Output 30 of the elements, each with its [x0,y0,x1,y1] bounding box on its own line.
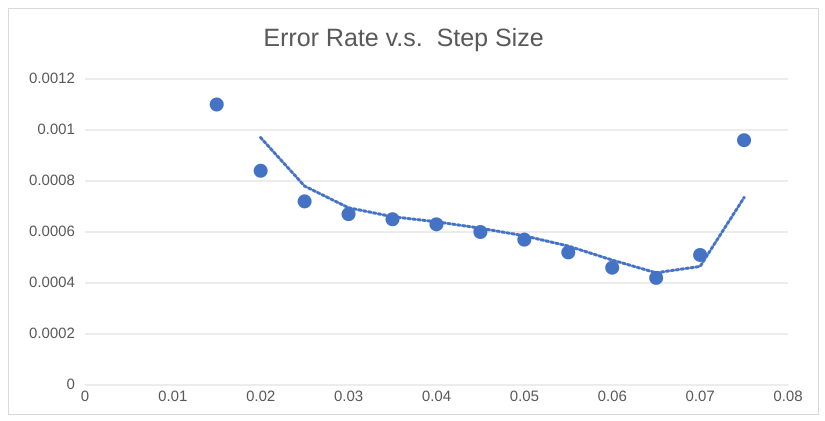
point [385,212,400,226]
x-tick-label: 0.04 [422,388,452,406]
y-tick-label: 0 [66,376,75,394]
point [429,217,444,232]
x-tick-label: 0.08 [773,388,803,406]
y-tick-label: 0.0006 [28,223,75,240]
point [254,164,268,178]
y-tick-label: 0.0012 [28,70,75,88]
point [517,232,532,247]
point [649,270,664,285]
x-tick-label: 0.02 [246,388,276,406]
x-tick-label: 0.05 [510,388,539,406]
point [298,194,312,208]
y-tick-label: 0.0002 [28,325,75,342]
point [210,98,224,112]
point [561,245,576,260]
point [342,207,356,222]
x-tick-label: 0.06 [598,388,627,406]
x-tick-label: 0.01 [158,388,188,406]
point [473,225,488,239]
point [737,133,752,148]
x-tick-label: 0.07 [686,388,715,406]
point [605,260,620,275]
x-tick-label: 0 [80,388,90,406]
chart-title: Error Rate v.s. Step Size [263,24,544,52]
y-tick-label: 0.0008 [28,172,75,190]
point [693,248,708,262]
x-tick-label: 0.03 [334,388,364,406]
y-tick-label: 0.001 [37,121,75,138]
y-tick-label: 0.0004 [28,274,75,292]
